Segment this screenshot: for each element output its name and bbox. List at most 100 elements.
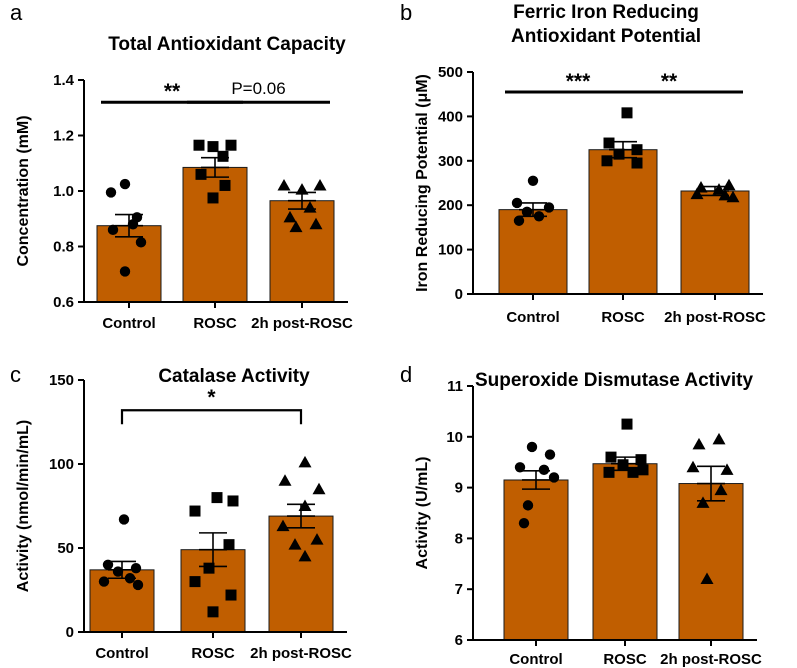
y-tick-label: 300 xyxy=(438,153,463,170)
y-tick-label: 9 xyxy=(455,480,463,497)
data-point xyxy=(227,495,239,507)
data-point xyxy=(521,206,533,218)
data-point xyxy=(543,202,555,213)
x-tick-label: Control xyxy=(506,309,559,326)
data-point xyxy=(98,576,110,587)
x-tick-label: 2h post-ROSC xyxy=(664,309,766,326)
bar-2h-post-rosc xyxy=(268,515,334,633)
y-tick-label: 7 xyxy=(455,581,463,598)
y-tick-label: 0.6 xyxy=(53,294,74,311)
data-point xyxy=(514,462,526,473)
x-tick-label: ROSC xyxy=(191,645,235,662)
data-point xyxy=(696,496,710,508)
data-point xyxy=(631,144,643,156)
y-tick-label: 200 xyxy=(438,197,463,214)
x-tick-label: 2h post-ROSC xyxy=(250,645,352,662)
y-tick-label: 0.8 xyxy=(53,239,74,256)
data-point xyxy=(219,179,231,191)
bar-rosc xyxy=(592,463,658,641)
data-point xyxy=(692,437,706,450)
data-point xyxy=(538,464,550,476)
data-point xyxy=(527,175,539,186)
data-point xyxy=(298,549,312,562)
data-point xyxy=(225,589,237,601)
panel-letter-b: b xyxy=(400,0,412,25)
x-tick-label: ROSC xyxy=(601,309,645,326)
data-point xyxy=(112,566,124,577)
data-point xyxy=(522,500,534,511)
panel-a: a Total Antioxidant Capacity Concentratio… xyxy=(10,0,353,332)
data-point xyxy=(118,514,130,525)
y-axis-label: Iron Reducing Potential (μM) xyxy=(414,74,431,292)
significance-label: * xyxy=(207,386,216,409)
data-point xyxy=(119,266,131,277)
y-tick-label: 6 xyxy=(455,632,463,649)
x-tick-label: 2h post-ROSC xyxy=(251,315,353,332)
x-tick-label: Control xyxy=(509,651,562,668)
bar-rosc xyxy=(588,149,658,295)
bar-2h-post-rosc xyxy=(269,200,335,303)
data-point xyxy=(193,139,205,151)
data-point xyxy=(621,418,633,430)
bar-control xyxy=(503,479,569,641)
data-point xyxy=(603,466,615,478)
x-tick-label: Control xyxy=(95,645,148,662)
data-point xyxy=(617,459,629,471)
y-tick-label: 400 xyxy=(438,108,463,125)
data-point xyxy=(518,517,530,529)
y-tick-label: 10 xyxy=(446,429,463,446)
significance-bracket xyxy=(120,409,303,425)
data-point xyxy=(631,157,643,169)
chart-title: Ferric Iron Reducing xyxy=(513,2,699,23)
y-tick-label: 150 xyxy=(49,372,74,389)
data-point xyxy=(605,451,617,463)
data-point xyxy=(511,197,523,209)
data-point xyxy=(277,178,291,191)
data-point xyxy=(211,492,223,504)
data-point xyxy=(312,482,326,495)
data-point xyxy=(601,155,613,167)
data-point xyxy=(603,137,615,149)
p-value-label: P=0.06 xyxy=(231,79,285,98)
data-point xyxy=(105,187,117,198)
data-point xyxy=(203,562,215,574)
data-point xyxy=(690,187,704,200)
data-point xyxy=(720,463,734,475)
bar-2h-post-rosc xyxy=(680,190,750,295)
data-point xyxy=(207,192,219,204)
data-point xyxy=(189,505,201,517)
data-point xyxy=(635,454,647,466)
data-point xyxy=(107,224,119,236)
data-point xyxy=(295,183,309,195)
significance-label: *** xyxy=(566,70,591,93)
y-tick-label: 100 xyxy=(438,242,463,259)
data-point xyxy=(298,499,312,511)
panel-letter-d: d xyxy=(400,362,412,387)
data-point xyxy=(544,449,556,460)
data-point xyxy=(726,190,740,203)
data-point xyxy=(102,559,114,570)
y-tick-label: 500 xyxy=(438,64,463,81)
data-point xyxy=(526,441,538,453)
chart-title: Antioxidant Potential xyxy=(511,26,701,47)
data-point xyxy=(627,466,639,478)
data-point xyxy=(513,215,525,226)
panel-letter-a: a xyxy=(10,0,23,25)
data-point xyxy=(613,148,625,160)
data-point xyxy=(127,219,139,230)
data-point xyxy=(621,107,633,119)
data-point xyxy=(207,606,219,618)
data-point xyxy=(124,573,136,584)
data-point xyxy=(533,211,545,222)
data-point xyxy=(278,474,292,486)
data-point xyxy=(712,183,726,195)
y-tick-label: 1.2 xyxy=(53,128,74,145)
data-point xyxy=(189,576,201,588)
y-tick-label: 50 xyxy=(57,540,74,557)
y-axis-label: Activity (U/mL) xyxy=(414,457,431,570)
y-tick-label: 11 xyxy=(447,378,463,395)
data-point xyxy=(714,483,728,496)
chart-title: Total Antioxidant Capacity xyxy=(108,34,346,55)
y-tick-label: 100 xyxy=(49,456,74,473)
data-point xyxy=(130,562,142,574)
